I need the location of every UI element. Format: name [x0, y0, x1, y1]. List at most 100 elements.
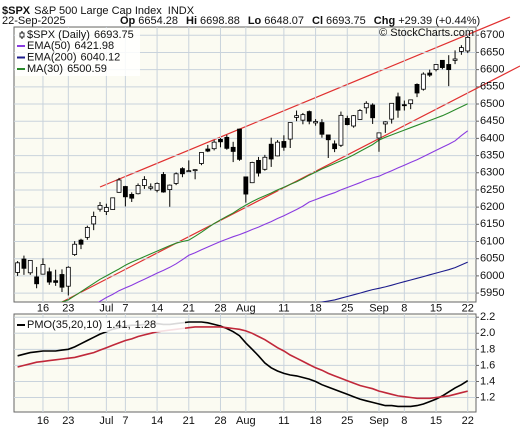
stat-value: 6654.28 [138, 15, 178, 27]
candle-body [110, 197, 116, 210]
y-tick-label: 6000 [480, 270, 504, 282]
watermark: © StockCharts.com [379, 27, 474, 39]
candle-body [363, 102, 369, 109]
legend-icon [19, 32, 25, 38]
stat-label: Lo [248, 15, 262, 27]
candle-body [59, 274, 65, 288]
candle-body [237, 128, 242, 160]
candle-body [27, 260, 33, 274]
x-tick-label: 8 [401, 302, 407, 314]
line-series [59, 103, 468, 302]
x-tick-label: 16 [37, 415, 49, 427]
symbol: $SPX [2, 5, 31, 17]
candle-body [408, 99, 414, 105]
x-tick-label: 25 [341, 302, 353, 314]
candle-body [395, 96, 401, 111]
candle-body [414, 84, 420, 94]
x-tick-label: 11 [278, 302, 289, 314]
candle-body [154, 183, 160, 191]
candle-body [84, 227, 90, 238]
x-tick-label: 15 [430, 302, 442, 314]
candle-body [205, 148, 211, 152]
stat-value: 6698.88 [200, 15, 240, 27]
legend-value: 6693.75 [94, 29, 134, 41]
y-tick-label: 6600 [480, 64, 504, 76]
indicator-label: PMO(35,20,10) [27, 319, 102, 331]
candle-body [218, 139, 223, 143]
stat-value: +29.39 (+0.44%) [398, 15, 480, 27]
legend-label: $SPX (Daily) [27, 29, 90, 41]
candle-body [173, 173, 179, 184]
candle-body [15, 262, 21, 273]
candle-body [249, 162, 255, 184]
stat-value: 6648.07 [264, 15, 304, 27]
candle-body [192, 169, 198, 172]
x-tick-label: Jul [99, 302, 113, 314]
x-tick-label: 7 [122, 415, 128, 427]
candle-body [357, 110, 363, 120]
x-tick-label: 22 [462, 302, 474, 314]
legend-label: EMA(50) [27, 40, 70, 52]
x-tick-label: 18 [309, 415, 321, 427]
candle-body [141, 179, 147, 186]
candle-body [275, 141, 280, 157]
y-tick-label: 6300 [480, 167, 504, 179]
y-tick-label: 6400 [480, 132, 504, 144]
x-tick-label: 28 [214, 302, 226, 314]
x-tick-label: 21 [183, 302, 195, 314]
candle-body [427, 72, 433, 76]
x-tick-label: 11 [278, 415, 289, 427]
y-tick-label: 6050 [480, 253, 504, 265]
candle-body [97, 205, 103, 210]
candle-body [46, 271, 52, 283]
candle-body [72, 243, 78, 255]
candle-body [135, 185, 141, 195]
candle-body [325, 134, 331, 141]
x-tick-label: 7 [122, 302, 128, 314]
legend-box [15, 28, 140, 76]
legend-label: MA(30) [27, 63, 63, 75]
x-tick-label: 15 [430, 415, 442, 427]
x-tick-label: 21 [183, 415, 195, 427]
candle-body [103, 207, 109, 212]
legend-value: 1.41, [106, 319, 130, 331]
candle-body [180, 168, 185, 175]
candle-body [230, 146, 236, 152]
y-tick-label: 6550 [480, 81, 504, 93]
legend-label: EMA(200) [27, 51, 77, 63]
candle-body [40, 264, 46, 275]
x-tick-label: 25 [341, 415, 353, 427]
candle-body [287, 122, 293, 140]
candle-body [313, 121, 318, 124]
candle-body [91, 216, 97, 225]
x-tick-label: 14 [151, 302, 163, 314]
candle-body [338, 114, 344, 146]
candle-body [161, 174, 166, 193]
y-tick-label: 1.2 [480, 391, 495, 403]
y-tick-label: 6150 [480, 218, 504, 230]
y-tick-label: 1.4 [480, 375, 495, 387]
legend-value: 6500.59 [67, 63, 107, 75]
candle-body [116, 179, 122, 193]
candle-body [21, 258, 27, 269]
legend-value: 6040.12 [81, 51, 121, 63]
stat-label: Cl [312, 15, 323, 27]
candle-body [382, 121, 388, 125]
x-tick-label: 22 [462, 415, 474, 427]
line-series [17, 326, 468, 400]
candle-body [294, 115, 299, 118]
x-tick-label: 16 [37, 302, 49, 314]
candle-body [446, 64, 452, 71]
candle-body [300, 114, 306, 121]
legend-box [15, 318, 185, 332]
x-tick-label: 8 [401, 415, 407, 427]
trend-line [99, 16, 511, 188]
x-tick-label: 23 [62, 302, 74, 314]
candle-body [129, 194, 135, 199]
legend-value: 6421.98 [74, 40, 114, 52]
x-tick-label: 18 [309, 302, 321, 314]
plot-area [14, 27, 476, 302]
y-tick-label: 6250 [480, 184, 504, 196]
line-series [17, 321, 469, 408]
